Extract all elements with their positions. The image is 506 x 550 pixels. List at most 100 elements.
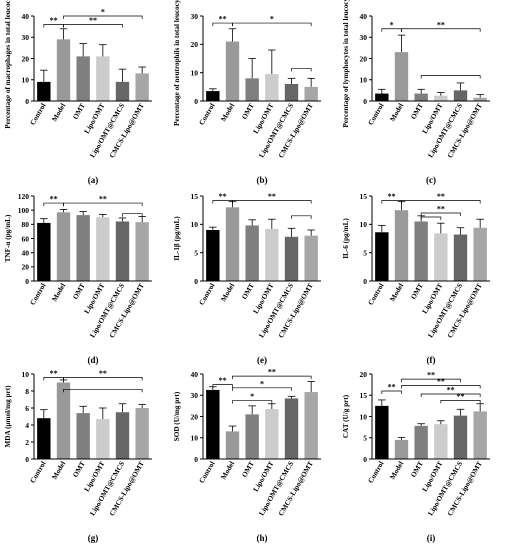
y-tick-label: 0 bbox=[194, 455, 198, 464]
category-label: Model bbox=[51, 102, 68, 123]
y-tick-label: 5 bbox=[363, 434, 367, 443]
significance-bracket bbox=[232, 387, 292, 391]
bar-CMCS-Lipo@OMT bbox=[473, 411, 487, 459]
y-tick-label: 40 bbox=[360, 12, 368, 21]
chart-g: MDA (μmol/mg prt) 0 2 4 6 8 10 ** ** Control Model… bbox=[4, 369, 152, 543]
significance-bracket bbox=[440, 400, 481, 404]
panel-letter: (c) bbox=[426, 175, 436, 185]
bar-Control bbox=[375, 93, 389, 101]
bar-Lipo/OMT bbox=[265, 228, 279, 281]
significance-bracket bbox=[232, 200, 312, 204]
significance-label: ** bbox=[50, 369, 58, 378]
significance-label: ** bbox=[437, 192, 445, 201]
category-label: OMT bbox=[240, 102, 256, 121]
bar-Control bbox=[206, 389, 220, 459]
significance-label: ** bbox=[388, 383, 396, 392]
bar-Lipo/OMT@CMCS bbox=[453, 90, 468, 101]
bar-OMT bbox=[414, 221, 428, 281]
bar-CMCS-Lipo@OMT bbox=[304, 392, 318, 459]
bar-Model bbox=[394, 52, 409, 101]
bar-OMT bbox=[414, 93, 428, 101]
y-tick-label: 0 bbox=[363, 97, 367, 106]
y-tick-label: 20 bbox=[360, 370, 368, 379]
category-label: OMT bbox=[240, 460, 256, 479]
y-tick-label: 10 bbox=[191, 68, 199, 77]
significance-bracket bbox=[420, 216, 442, 220]
significance-label: ** bbox=[437, 20, 445, 29]
category-label: OMT bbox=[71, 460, 87, 479]
significance-bracket bbox=[63, 24, 123, 28]
significance-bracket bbox=[232, 22, 312, 27]
significance-bracket bbox=[122, 213, 143, 217]
bar-Lipo/OMT@CMCS bbox=[453, 234, 468, 281]
panel-letter: (b) bbox=[257, 175, 268, 185]
bar-Lipo/OMT bbox=[265, 74, 279, 101]
bar-CMCS-Lipo@OMT bbox=[473, 227, 487, 281]
category-label: Control bbox=[198, 102, 217, 127]
category-label: Model bbox=[389, 282, 406, 303]
significance-bracket bbox=[232, 400, 273, 404]
y-tick-label: 0 bbox=[25, 277, 29, 286]
y-axis-label: Percentage of neutrophils in total leuco… bbox=[173, 0, 181, 126]
y-tick-label: 10 bbox=[360, 412, 368, 421]
bar-CMCS-Lipo@OMT bbox=[135, 73, 149, 101]
significance-bracket bbox=[212, 384, 233, 388]
y-axis-label: IL-6 (pg/mL) bbox=[342, 218, 350, 259]
significance-label: ** bbox=[219, 15, 227, 24]
bar-Control bbox=[375, 232, 389, 281]
panel-letter: (g) bbox=[88, 533, 99, 543]
significance-bracket bbox=[420, 212, 461, 216]
bar-Control bbox=[37, 81, 51, 101]
category-label: Control bbox=[198, 460, 217, 485]
bar-Model bbox=[56, 39, 71, 101]
panel-letter: (f) bbox=[427, 355, 436, 365]
y-tick-label: 15 bbox=[191, 192, 199, 201]
significance-label: ** bbox=[50, 195, 58, 204]
category-label: Model bbox=[389, 460, 406, 481]
panel-letter: (a) bbox=[88, 175, 99, 185]
bar-Control bbox=[206, 230, 220, 281]
significance-label: ** bbox=[268, 368, 276, 377]
y-tick-label: 60 bbox=[22, 234, 30, 243]
y-axis-label: IL-1β (pg/mL) bbox=[173, 216, 181, 261]
significance-bracket bbox=[63, 377, 143, 381]
y-tick-label: 20 bbox=[191, 412, 199, 421]
bar-Lipo/OMT@CMCS bbox=[453, 415, 468, 459]
y-axis-label: Percentage of lymphocytes in total leuco… bbox=[342, 0, 350, 128]
significance-label: * bbox=[270, 15, 274, 24]
bar-Model bbox=[225, 41, 240, 101]
bar-OMT bbox=[245, 225, 259, 281]
bar-Lipo/OMT bbox=[265, 409, 279, 459]
y-tick-label: 0 bbox=[363, 277, 367, 286]
y-tick-label: 5 bbox=[194, 248, 198, 257]
significance-bracket bbox=[291, 68, 312, 72]
panel-letter: (h) bbox=[257, 533, 268, 543]
category-label: Control bbox=[367, 282, 386, 307]
category-label: Control bbox=[198, 282, 217, 307]
significance-label: * bbox=[260, 379, 264, 388]
bar-CMCS-Lipo@OMT bbox=[304, 86, 318, 101]
y-axis-label: MDA (μmol/mg prt) bbox=[4, 385, 12, 448]
y-axis-label: SOD (U/mg prt) bbox=[173, 391, 181, 441]
significance-label: * bbox=[390, 20, 394, 29]
significance-label: * bbox=[250, 392, 254, 401]
y-tick-label: 0 bbox=[363, 455, 367, 464]
panel-letter: (e) bbox=[257, 355, 267, 365]
bar-Model bbox=[56, 212, 71, 281]
significance-label: ** bbox=[447, 385, 455, 394]
significance-label: ** bbox=[437, 205, 445, 214]
bar-CMCS-Lipo@OMT bbox=[473, 97, 487, 101]
category-label: Model bbox=[220, 460, 237, 481]
y-tick-label: 20 bbox=[22, 263, 30, 272]
y-tick-label: 15 bbox=[360, 192, 368, 201]
significance-bracket bbox=[381, 390, 402, 394]
significance-label: ** bbox=[219, 376, 227, 385]
category-label: OMT bbox=[71, 102, 87, 121]
category-label: OMT bbox=[240, 282, 256, 301]
bar-Model bbox=[225, 207, 240, 281]
significance-bracket bbox=[63, 202, 143, 207]
